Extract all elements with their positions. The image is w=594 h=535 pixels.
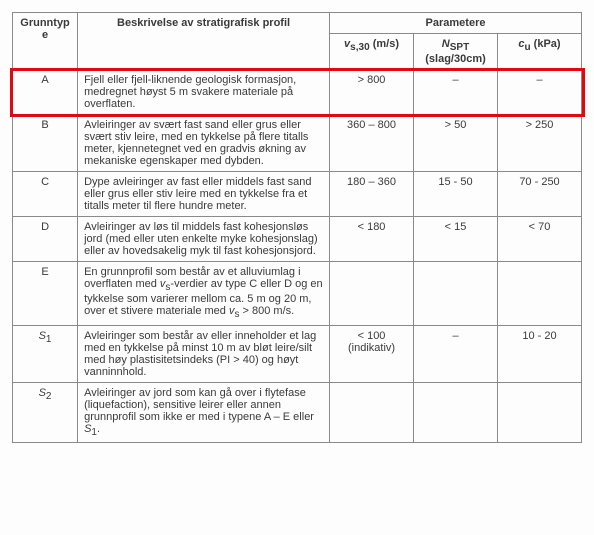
cell-desc: Dype avleiringer av fast eller middels f… [78,172,330,217]
cell-nspt: – [414,325,498,382]
cell-type: C [13,172,78,217]
cell-type: D [13,217,78,262]
cell-type: A [13,70,78,115]
header-parametere: Parametere [330,13,582,34]
cell-desc: Fjell eller fjell-liknende geologisk for… [78,70,330,115]
table-row: BAvleiringer av svært fast sand eller gr… [13,115,582,172]
table-wrapper: Grunntype Beskrivelse av stratigrafisk p… [12,12,582,443]
cell-nspt: 15 - 50 [414,172,498,217]
cell-type: S2 [13,382,78,442]
table-row: S1Avleiringer som består av eller inneho… [13,325,582,382]
cell-cu: > 250 [498,115,582,172]
table-row: AFjell eller fjell-liknende geologisk fo… [13,70,582,115]
cell-cu: < 70 [498,217,582,262]
cell-nspt [414,382,498,442]
header-nspt: NSPT (slag/30cm) [414,34,498,70]
header-vs30: vs,30 (m/s) [330,34,414,70]
cell-nspt [414,262,498,325]
header-beskrivelse: Beskrivelse av stratigrafisk profil [78,13,330,70]
header-cu: cu (kPa) [498,34,582,70]
table-row: S2Avleiringer av jord som kan gå over i … [13,382,582,442]
cell-cu: 10 - 20 [498,325,582,382]
table-row: DAvleiringer av løs til middels fast koh… [13,217,582,262]
cell-nspt: > 50 [414,115,498,172]
cell-vs30 [330,382,414,442]
cell-type: S1 [13,325,78,382]
grunntype-table: Grunntype Beskrivelse av stratigrafisk p… [12,12,582,443]
cell-vs30 [330,262,414,325]
cell-desc: Avleiringer av jord som kan gå over i fl… [78,382,330,442]
cell-vs30: > 800 [330,70,414,115]
table-body: AFjell eller fjell-liknende geologisk fo… [13,70,582,443]
cell-desc: Avleiringer av svært fast sand eller gru… [78,115,330,172]
cell-desc: Avleiringer av løs til middels fast kohe… [78,217,330,262]
cell-nspt: – [414,70,498,115]
cell-type: E [13,262,78,325]
header-row-1: Grunntype Beskrivelse av stratigrafisk p… [13,13,582,34]
cell-vs30: 180 – 360 [330,172,414,217]
cell-cu [498,382,582,442]
table-row: CDype avleiringer av fast eller middels … [13,172,582,217]
header-grunntype: Grunntype [13,13,78,70]
cell-cu: 70 - 250 [498,172,582,217]
cell-vs30: < 100 (indikativ) [330,325,414,382]
cell-type: B [13,115,78,172]
table-row: EEn grunnprofil som består av et alluviu… [13,262,582,325]
cell-cu [498,262,582,325]
cell-desc: En grunnprofil som består av et alluvium… [78,262,330,325]
cell-vs30: 360 – 800 [330,115,414,172]
cell-nspt: < 15 [414,217,498,262]
cell-desc: Avleiringer som består av eller innehold… [78,325,330,382]
cell-vs30: < 180 [330,217,414,262]
cell-cu: – [498,70,582,115]
